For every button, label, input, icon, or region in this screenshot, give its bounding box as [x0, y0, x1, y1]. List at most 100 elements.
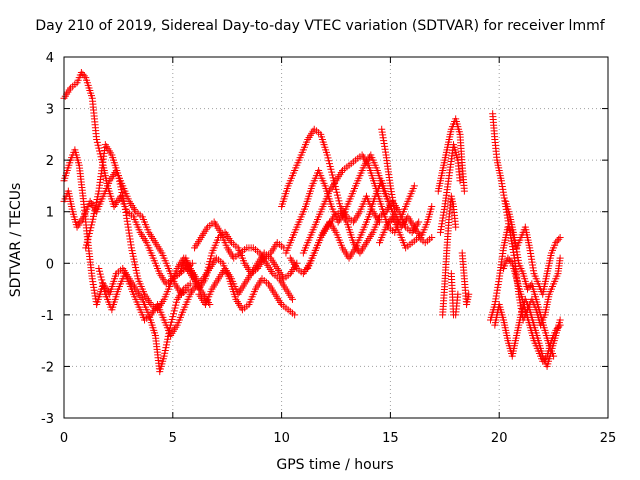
data-point: [93, 136, 101, 144]
data-point: [324, 154, 332, 162]
data-point: [552, 326, 560, 334]
series-track-19: [439, 192, 460, 319]
data-point: [288, 295, 296, 303]
data-point: [333, 188, 341, 196]
data-point: [96, 147, 104, 155]
data-point: [507, 258, 515, 266]
series-track-2: [60, 146, 194, 376]
data-point: [171, 304, 179, 312]
data-point: [86, 227, 94, 235]
data-point: [82, 244, 90, 252]
data-point: [96, 267, 104, 275]
series-track-26: [502, 197, 558, 360]
data-point: [169, 313, 177, 321]
data-point: [170, 307, 178, 315]
data-point: [167, 318, 175, 326]
series-track-5: [95, 264, 214, 339]
data-point: [452, 223, 460, 231]
data-point: [85, 229, 93, 237]
series-track-10: [278, 125, 384, 226]
data-point: [77, 68, 85, 76]
data-points: [60, 68, 564, 376]
data-point: [460, 187, 468, 195]
x-tick-label: 5: [169, 431, 177, 446]
data-point: [336, 200, 344, 208]
data-point: [100, 284, 108, 292]
data-point: [207, 255, 215, 263]
series-track-18: [436, 141, 464, 236]
data-point: [82, 241, 90, 249]
series-track-17: [434, 115, 468, 195]
series-track-22: [489, 110, 564, 329]
data-point: [540, 356, 548, 364]
data-point: [101, 287, 109, 295]
data-point: [550, 352, 558, 360]
chart-title: Day 210 of 2019, Sidereal Day-to-day VTE…: [35, 18, 605, 34]
data-point: [98, 279, 106, 287]
data-point: [556, 234, 564, 241]
data-point: [85, 232, 93, 240]
data-point: [168, 315, 176, 323]
y-tick-label: -2: [41, 360, 54, 375]
data-point: [83, 238, 91, 246]
x-tick-label: 25: [600, 431, 617, 446]
data-point: [84, 235, 92, 243]
data-point: [88, 221, 96, 229]
data-point: [291, 311, 299, 319]
data-point: [333, 191, 341, 199]
data-point: [170, 310, 178, 318]
data-point: [327, 165, 335, 173]
data-point: [334, 194, 342, 202]
data-point: [456, 177, 464, 185]
y-tick-label: -1: [41, 309, 54, 324]
x-tick-label: 20: [491, 431, 508, 446]
series-track-16: [376, 213, 436, 252]
x-tick-label: 0: [60, 431, 68, 446]
data-point: [207, 252, 215, 260]
data-point: [325, 157, 333, 165]
data-point: [525, 283, 533, 291]
series-track-20: [447, 270, 462, 319]
x-tick-label: 15: [382, 431, 399, 446]
data-point: [95, 264, 103, 272]
series-track-9: [195, 249, 301, 309]
y-tick-label: 3: [46, 103, 54, 118]
data-point: [79, 70, 87, 78]
data-point: [99, 282, 107, 290]
data-point: [428, 234, 436, 241]
data-point: [553, 325, 561, 333]
data-point: [415, 218, 423, 226]
data-point: [328, 171, 336, 179]
x-tick-label: 10: [273, 431, 290, 446]
data-point: [87, 224, 95, 232]
data-point: [323, 151, 331, 159]
data-point: [410, 182, 418, 190]
data-point: [95, 144, 103, 152]
data-point: [94, 141, 102, 149]
data-point: [556, 254, 564, 262]
series-track-14: [304, 197, 423, 272]
y-tick-label: 1: [46, 206, 54, 221]
data-point: [335, 197, 343, 205]
data-point: [186, 280, 194, 288]
data-point: [553, 237, 561, 245]
series-track-3: [60, 166, 192, 298]
axis-ticks: 0 5 10 15 20 25 -3 -2 -1 0 1 2 3 4: [41, 51, 616, 446]
data-point: [325, 160, 333, 168]
data-point: [552, 239, 560, 247]
data-point: [80, 72, 88, 80]
series-track-4: [82, 141, 201, 314]
series-track-21: [458, 249, 473, 309]
data-point: [184, 285, 192, 293]
data-point: [454, 290, 462, 298]
data-point: [556, 321, 564, 329]
y-tick-label: -3: [41, 412, 54, 427]
y-tick-label: 4: [46, 51, 54, 66]
series-track-25: [500, 254, 564, 365]
data-point: [539, 357, 547, 365]
data-point: [98, 276, 106, 284]
data-point: [505, 256, 513, 264]
data-point: [505, 225, 513, 233]
data-point: [97, 273, 105, 281]
data-point: [555, 235, 563, 243]
